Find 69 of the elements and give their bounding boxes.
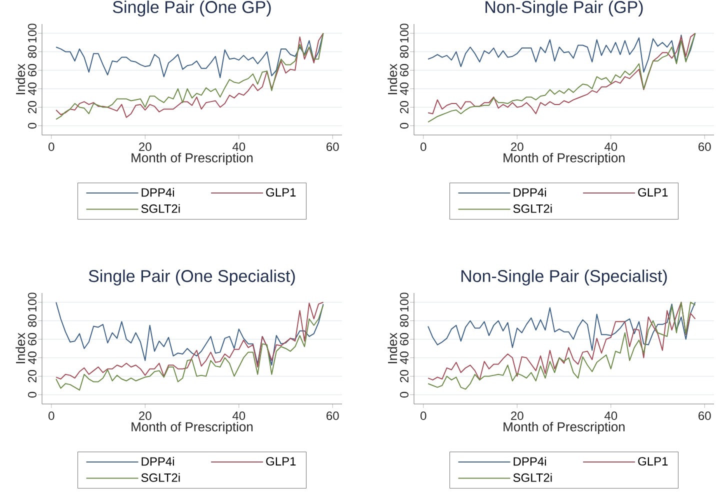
legend-label: GLP1 [638,457,668,466]
y-tick-label: 100 [400,24,408,42]
x-tick-label: 60 [698,142,711,152]
y-tick-label: 80 [400,46,408,58]
y-axis-title: Index [388,332,398,364]
x-tick-label: 0 [420,412,426,420]
y-tick-label: 60 [28,333,36,346]
line-series [56,302,324,366]
x-axis-title: Month of Prescription [504,422,625,434]
y-tick-label: 80 [28,46,36,58]
chart-title: Single Pair (One GP) [112,0,271,16]
y-tick-label: 100 [28,24,36,42]
line-series [428,302,696,351]
y-tick-label: 20 [28,101,36,114]
legend-label: DPP4i [514,188,546,197]
legend-label: GLP1 [266,457,296,466]
y-tick-label: 60 [28,64,36,76]
line-series [56,304,324,391]
x-tick-label: 60 [326,142,339,152]
y-tick-label: 20 [400,370,408,382]
x-axis-title: Month of Prescription [132,152,253,165]
x-tick-label: 20 [511,142,524,152]
y-tick-label: 100 [400,292,408,312]
x-tick-label: 40 [604,412,618,420]
legend-label: DPP4i [142,188,174,197]
y-axis-title: Index [388,64,398,94]
x-tick-label: 0 [48,412,54,420]
chart-title: Single Pair (One Specialist) [88,270,295,286]
legend-label: DPP4i [514,456,546,466]
legend-label: DPP4i [142,456,174,466]
x-tick-label: 40 [232,412,246,420]
x-tick-label: 60 [326,412,339,420]
y-tick-label: 0 [28,122,36,129]
y-tick-label: 80 [28,314,36,327]
y-axis-title: Index [16,332,26,364]
y-axis-title: Index [16,64,26,94]
x-tick-label: 40 [232,142,246,152]
y-tick-label: 60 [400,333,408,346]
line-series [56,32,324,78]
legend-label: SGLT2i [513,204,552,213]
x-tick-label: 20 [139,142,152,152]
y-tick-label: 40 [28,82,36,96]
chart-title: Non-Single Pair (GP) [486,0,643,16]
y-tick-label: 80 [400,314,408,327]
y-tick-label: 0 [400,392,408,398]
y-tick-label: 0 [400,122,408,129]
y-tick-label: 20 [400,101,408,114]
x-tick-label: 40 [604,142,618,152]
legend-label: SGLT2i [141,204,180,213]
y-tick-label: 100 [28,292,36,312]
legend-label: SGLT2i [513,473,552,482]
x-axis-title: Month of Prescription [504,152,625,165]
x-tick-label: 20 [511,412,524,420]
y-tick-label: 60 [400,64,408,76]
y-tick-label: 40 [400,352,408,364]
x-tick-label: 20 [139,412,152,420]
legend-label: GLP1 [266,188,296,197]
x-tick-label: 0 [48,142,54,152]
y-tick-label: 40 [400,82,408,96]
legend-label: GLP1 [638,188,668,197]
line-series [56,302,324,380]
x-tick-label: 60 [698,412,711,420]
y-tick-label: 20 [28,370,36,382]
y-tick-label: 0 [28,392,36,398]
legend-label: SGLT2i [141,473,180,482]
y-tick-label: 40 [28,352,36,364]
x-tick-label: 0 [420,142,426,152]
x-axis-title: Month of Prescription [132,422,253,434]
chart-title: Non-Single Pair (Specialist) [461,270,667,286]
